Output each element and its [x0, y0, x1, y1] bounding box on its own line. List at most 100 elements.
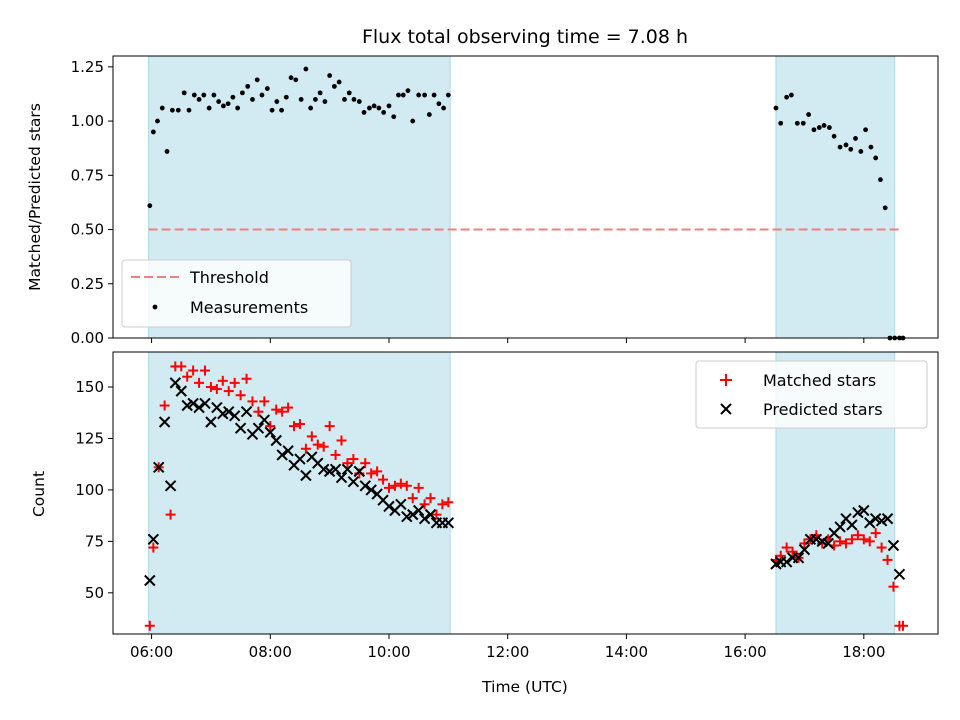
bottom-y-axis-label: Count — [30, 471, 48, 517]
measurement-point — [367, 105, 372, 111]
matched-star-point — [247, 396, 258, 407]
predicted-star-point — [228, 410, 241, 422]
predicted-star-point — [846, 519, 858, 531]
top-legend: Threshold Measurements — [121, 259, 352, 328]
measurement-point — [873, 155, 879, 161]
top-y-tick-label: 0.50 — [71, 221, 104, 239]
x-tick-label: 12:00 — [486, 643, 529, 661]
measurement-point — [155, 118, 160, 124]
predicted-star-point — [264, 426, 276, 438]
matched-star-point — [846, 534, 857, 545]
measurement-point — [778, 120, 784, 126]
matched-star-point — [407, 493, 418, 504]
x-tick-label: 16:00 — [723, 643, 766, 661]
measurement-point — [235, 105, 241, 111]
measurement-point — [342, 96, 347, 102]
measurement-point — [788, 92, 794, 98]
measurement-point — [426, 112, 432, 117]
matched-star-point — [852, 530, 863, 541]
measurement-point — [220, 103, 226, 109]
measurement-point — [239, 90, 245, 96]
measurement-point — [147, 203, 153, 209]
measurement-point — [191, 92, 197, 98]
matched-star-point — [165, 509, 176, 520]
predicted-star-point — [329, 463, 342, 476]
predicted-star-point — [359, 480, 371, 492]
predicted-star-point — [418, 513, 431, 525]
predicted-star-point — [205, 416, 217, 428]
measurement-point — [201, 92, 207, 98]
predicted-star-point — [294, 453, 306, 465]
measurement-point — [806, 112, 812, 117]
measurement-point — [175, 107, 181, 113]
matched-star-point — [235, 390, 246, 401]
matched-star-point — [876, 542, 887, 553]
predicted-star-point — [270, 434, 282, 447]
measurement-point — [436, 101, 442, 107]
predicted-star-point — [822, 537, 834, 550]
measurement-point — [400, 92, 406, 98]
measurement-point — [169, 107, 175, 113]
top-y-axis-label: Matched/Predicted stars — [26, 103, 44, 291]
matched-star-point — [194, 377, 205, 388]
measurement-point — [863, 127, 868, 133]
predicted-star-point — [164, 480, 177, 492]
measurement-point — [196, 96, 202, 102]
matched-star-point — [199, 365, 210, 376]
measurement-point — [264, 86, 270, 91]
matched-star-point — [306, 431, 317, 442]
measurement-point — [868, 144, 874, 150]
predicted-star-point — [792, 552, 805, 564]
matched-star-point — [289, 421, 300, 432]
bottom-y-tick-label: 125 — [75, 429, 104, 447]
measurement-point — [230, 94, 236, 100]
bottom-legend: Matched stars Predicted stars — [695, 360, 928, 429]
predicted-star-point — [383, 500, 395, 513]
measurement-point — [386, 103, 392, 109]
predicted-star-point — [252, 422, 265, 434]
measurement-point — [831, 133, 837, 139]
measurement-point — [308, 105, 314, 111]
measurement-point — [293, 77, 299, 83]
matched-star-point — [395, 478, 406, 489]
predicted-star-point — [365, 484, 377, 496]
predicted-star-point — [193, 401, 205, 414]
measurement-point — [882, 205, 888, 211]
measurement-point — [853, 136, 858, 141]
matched-star-point — [366, 468, 377, 479]
matched-legend-label: Matched stars — [763, 371, 876, 390]
predicted-star-point — [395, 498, 407, 511]
matched-star-point — [271, 404, 282, 415]
measurement-point — [794, 120, 800, 126]
measurement-point — [422, 92, 428, 98]
measurement-point — [331, 83, 337, 89]
matched-star-point — [882, 554, 893, 565]
measurement-point — [800, 120, 806, 126]
x-tick-label: 08:00 — [249, 643, 292, 661]
matched-star-point — [241, 373, 252, 384]
measurement-point — [259, 92, 265, 98]
matched-star-point — [413, 482, 424, 493]
bottom-y-tick-label: 75 — [85, 532, 104, 550]
measurement-point — [283, 94, 289, 100]
measurement-point — [391, 114, 397, 120]
matched-star-point — [897, 620, 908, 631]
predicted-legend-swatch — [720, 403, 732, 415]
top-y-tick-label: 0.25 — [71, 275, 104, 293]
measurement-point — [186, 107, 192, 113]
measurement-point — [317, 90, 323, 96]
predicted-star-point — [175, 385, 187, 397]
matched-star-point — [360, 458, 371, 469]
matched-star-point — [389, 480, 400, 491]
predicted-star-point — [234, 422, 247, 434]
matched-star-point — [841, 538, 852, 549]
x-tick-label: 18:00 — [842, 643, 885, 661]
predicted-star-point — [223, 405, 235, 418]
matched-star-point — [864, 536, 875, 547]
predicted-star-point — [276, 449, 288, 461]
predicted-star-point — [152, 461, 165, 473]
measurement-point — [225, 101, 231, 107]
predicted-star-point — [412, 504, 425, 517]
measurement-point — [216, 99, 222, 104]
